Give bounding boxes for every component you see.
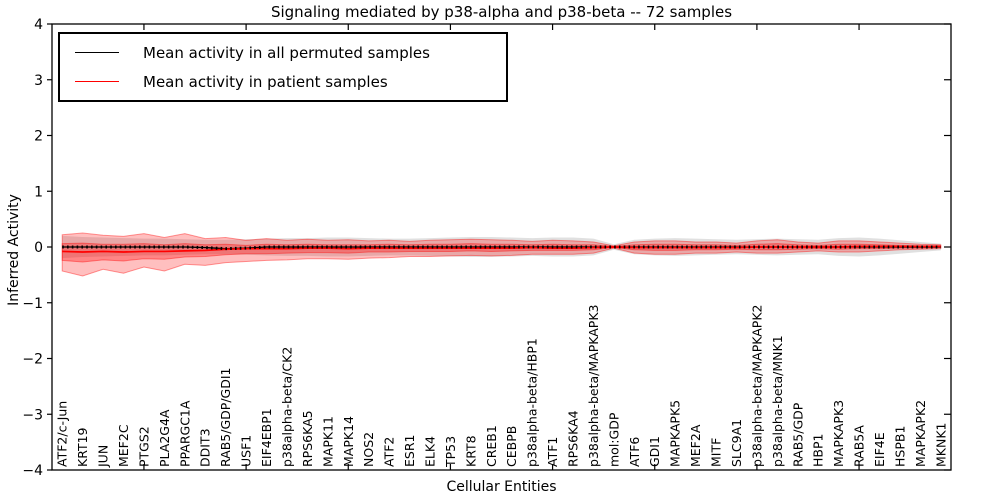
x-tick-label: PPARGC1A	[177, 400, 192, 467]
x-tick-label: MAPK11	[320, 416, 335, 467]
x-tick-label: MITF	[709, 438, 724, 467]
x-tick-label: RPS6KA4	[566, 410, 581, 467]
patient-line-swatch	[75, 81, 119, 82]
x-tick-label: MKNK1	[933, 423, 948, 467]
x-tick-label: KRT19	[75, 427, 90, 467]
y-tick-label: 1	[34, 184, 43, 200]
x-tick-label: MEF2C	[116, 424, 131, 467]
legend-item: Mean activity in all permuted samples	[60, 38, 506, 67]
x-tick-label: ATF2/c-Jun	[55, 401, 70, 467]
x-tick-label: USF1	[239, 435, 254, 467]
legend-label: Mean activity in patient samples	[143, 72, 388, 91]
x-tick-label: p38alpha-beta/CK2	[279, 347, 294, 467]
x-tick-label: p38alpha-beta/HBP1	[525, 338, 540, 467]
x-tick-label: p38alpha-beta/MNK1	[770, 335, 785, 467]
x-tick-label: ATF6	[627, 437, 642, 467]
x-tick-label: ATF2	[382, 437, 397, 467]
x-tick-label: MAPK14	[341, 416, 356, 467]
y-tick-label: −4	[22, 463, 43, 479]
x-tick-label: JUN	[96, 445, 111, 468]
x-tick-label: p38alpha-beta/MAPKAPK3	[586, 305, 601, 468]
legend: Mean activity in all permuted samples Me…	[58, 32, 508, 102]
x-tick-label: PTGS2	[136, 426, 151, 467]
x-tick-label: SLC9A1	[729, 419, 744, 467]
x-tick-label: ESR1	[402, 435, 417, 467]
line-patient-mean	[62, 245, 941, 253]
y-tick-label: 2	[34, 129, 43, 145]
x-tick-label: HSPB1	[892, 426, 907, 467]
x-tick-label: DDIT3	[198, 428, 213, 467]
x-tick-label: NOS2	[361, 432, 376, 467]
x-tick-label: EIF4EBP1	[259, 408, 274, 467]
x-tick-label: RAB5/GDP/GDI1	[218, 368, 233, 467]
permuted-line-swatch	[75, 52, 119, 53]
x-tick-label: RPS6KA5	[300, 410, 315, 467]
x-tick-label: GDI1	[647, 436, 662, 467]
y-tick-label: 4	[34, 17, 43, 33]
x-tick-label: CEBPB	[504, 426, 519, 467]
x-tick-label: PLA2G4A	[157, 409, 172, 467]
y-tick-label: 0	[34, 240, 43, 256]
y-tick-label: −3	[22, 407, 43, 423]
x-tick-label: RAB5/GDP	[790, 402, 805, 467]
x-tick-label: ELK4	[422, 436, 437, 467]
x-axis-label: Cellular Entities	[446, 479, 557, 495]
x-tick-label: EIF4E	[872, 432, 887, 467]
legend-label: Mean activity in all permuted samples	[143, 43, 430, 62]
x-tick-label: KRT8	[463, 435, 478, 467]
y-tick-label: −2	[22, 352, 43, 368]
x-tick-label: CREB1	[484, 425, 499, 467]
chart-title: Signaling mediated by p38-alpha and p38-…	[270, 3, 733, 21]
legend-item: Mean activity in patient samples	[60, 67, 506, 96]
x-tick-label: MEF2A	[688, 424, 703, 467]
x-tick-label: RAB5A	[852, 425, 867, 467]
x-tick-label: TP53	[443, 436, 458, 468]
x-tick-label: mol:GDP	[606, 412, 621, 467]
x-tick-label: MAPKAPK2	[913, 400, 928, 467]
x-tick-label: MAPKAPK3	[831, 400, 846, 467]
band-patient-outer-band	[61, 232, 942, 277]
x-tick-label: p38alpha-beta/MAPKAPK2	[749, 305, 764, 468]
y-axis-label: Inferred Activity	[6, 194, 22, 306]
x-tick-label: HBP1	[811, 434, 826, 467]
x-tick-label: MAPKAPK5	[668, 400, 683, 467]
y-tick-label: −1	[22, 296, 43, 312]
x-tick-label: ATF1	[545, 437, 560, 467]
y-tick-label: 3	[34, 73, 43, 89]
